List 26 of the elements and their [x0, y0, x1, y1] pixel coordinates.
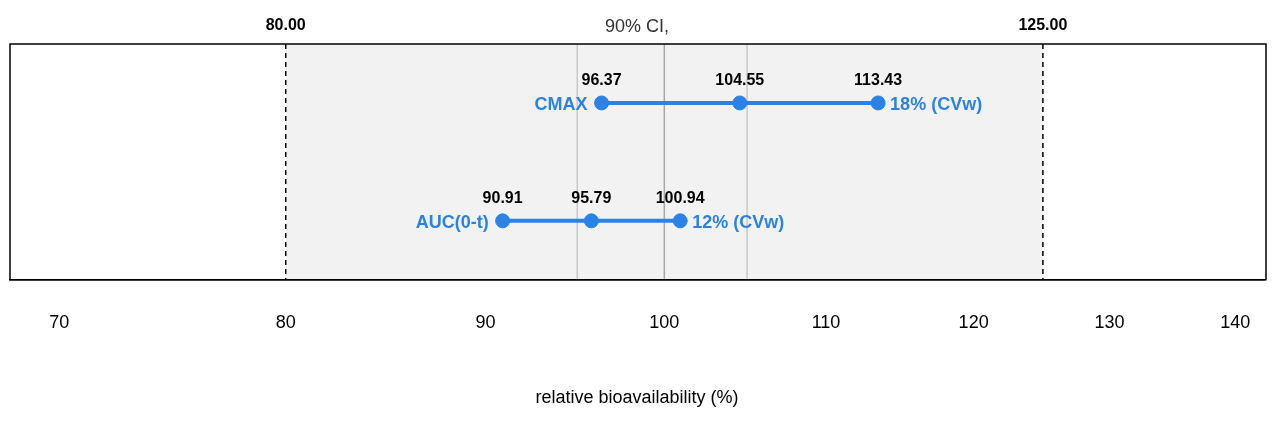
x-tick-label: 70: [49, 311, 70, 332]
point: [732, 95, 748, 111]
point: [583, 213, 599, 229]
data-label: 100.94: [655, 189, 705, 207]
x-tick-label: 90: [475, 311, 496, 332]
point: [672, 213, 688, 229]
ref-line-label: 80.00: [265, 16, 306, 34]
data-label: 113.43: [854, 71, 903, 89]
data-label: 90.91: [482, 189, 523, 207]
data-label: 95.79: [571, 189, 612, 207]
y-tick-label: AUC(0-t): [415, 211, 489, 232]
annotation: 12% (CVw): [692, 211, 785, 232]
x-tick-label: 130: [1094, 311, 1125, 332]
data-label: 104.55: [715, 71, 765, 89]
annotation: 18% (CVw): [890, 93, 983, 114]
x-tick-label: 140: [1220, 311, 1251, 332]
x-tick-label: 100: [649, 311, 680, 332]
chart-title: 90% CI,: [604, 15, 670, 36]
ref-line-label: 125.00: [1018, 16, 1068, 34]
x-tick-label: 80: [275, 311, 296, 332]
y-tick-label: CMAX: [534, 93, 588, 114]
x-tick-label: 110: [811, 311, 841, 332]
x-axis-title: relative bioavailability (%): [535, 387, 739, 408]
data-label: 96.37: [581, 71, 622, 89]
point: [594, 95, 610, 111]
x-tick-label: 120: [958, 311, 989, 332]
